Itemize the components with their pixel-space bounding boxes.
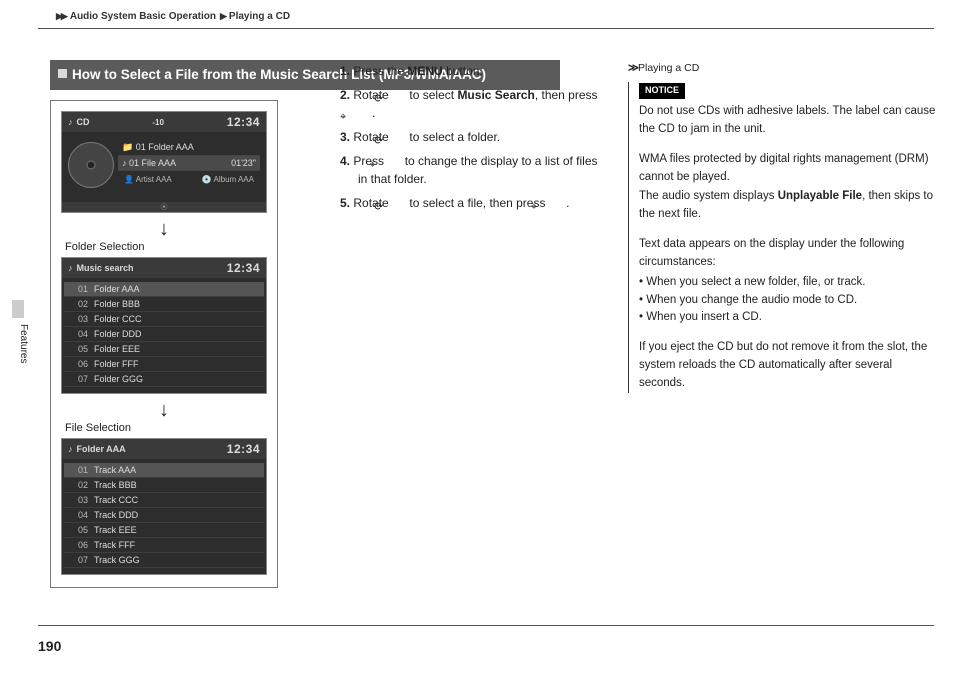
list-item: 07Track GGG xyxy=(64,553,264,568)
file-screen: ♪ Folder AAA 12:34 01Track AAA02Track BB… xyxy=(61,438,267,575)
rotate-icon xyxy=(392,133,406,143)
cd-screen: ♪ CD -10 12:34 📁 01 Folder AAA ♪ 01 File… xyxy=(61,111,267,213)
screens-panel: ♪ CD -10 12:34 📁 01 Folder AAA ♪ 01 File… xyxy=(50,100,278,588)
list-item: 06Folder FFF xyxy=(64,357,264,372)
list-item: When you insert a CD. xyxy=(639,309,938,327)
notice-tag: NOTICE xyxy=(639,83,685,99)
folder-selection-label: Folder Selection xyxy=(65,241,267,253)
cd-botbar: ⦿ xyxy=(62,202,266,212)
note-icon: ♪ xyxy=(68,444,73,454)
list-item: 04Track DDD xyxy=(64,508,264,523)
note-icon: ♪ xyxy=(68,263,73,273)
list-item: 05Folder EEE xyxy=(64,342,264,357)
chevron-icon: ▶▶ xyxy=(56,11,66,22)
cd-title: CD xyxy=(77,117,90,127)
drm-text-2: The audio system displays Unplayable Fil… xyxy=(639,188,938,224)
list-item: 01Folder AAA xyxy=(64,282,264,297)
arrow-down-icon: ↓ xyxy=(61,219,267,239)
list-item: 01Track AAA xyxy=(64,463,264,478)
file-screen-title: Folder AAA xyxy=(77,444,126,454)
eject-text: If you eject the CD but do not remove it… xyxy=(639,339,938,392)
circumstance-list: When you select a new folder, file, or t… xyxy=(639,274,938,327)
disc-icon xyxy=(68,142,114,188)
side-notes: ≫Playing a CD NOTICE Do not use CDs with… xyxy=(628,60,938,405)
step-1: 1. Press the MENU button. xyxy=(340,62,610,80)
cd-signal: -10 xyxy=(152,118,164,127)
rotate-icon xyxy=(392,199,406,209)
list-item: 03Folder CCC xyxy=(64,312,264,327)
breadcrumb-a: Audio System Basic Operation xyxy=(70,11,216,22)
breadcrumb-b: Playing a CD xyxy=(229,11,290,22)
list-item: When you select a new folder, file, or t… xyxy=(639,274,938,292)
drm-text-1: WMA files protected by digital rights ma… xyxy=(639,151,938,187)
rotate-icon xyxy=(392,91,406,101)
note-icon: ♪ xyxy=(68,117,73,127)
file-selection-label: File Selection xyxy=(65,422,267,434)
rule-bottom xyxy=(38,625,934,626)
press-icon xyxy=(358,109,372,119)
clock: 12:34 xyxy=(227,115,260,129)
step-2: 2. Rotate to select Music Search, then p… xyxy=(340,86,610,122)
press-icon xyxy=(549,199,563,209)
text-intro: Text data appears on the display under t… xyxy=(639,236,938,272)
list-item: When you change the audio mode to CD. xyxy=(639,292,938,310)
list-item: 04Folder DDD xyxy=(64,327,264,342)
list-item: 02Folder BBB xyxy=(64,297,264,312)
step-3: 3. Rotate to select a folder. xyxy=(340,128,610,146)
notice-text: Do not use CDs with adhesive labels. The… xyxy=(639,103,938,139)
folder-screen: ♪ Music search 12:34 01Folder AAA02Folde… xyxy=(61,257,267,394)
breadcrumb: ▶▶ Audio System Basic Operation ▶ Playin… xyxy=(56,11,290,22)
list-item: 07Folder GGG xyxy=(64,372,264,387)
list-item: 03Track CCC xyxy=(64,493,264,508)
page-number: 190 xyxy=(38,638,61,654)
step-5: 5. Rotate to select a file, then press . xyxy=(340,194,610,212)
clock: 12:34 xyxy=(227,261,260,275)
thumb-tab-block xyxy=(12,300,24,318)
press-icon xyxy=(387,157,401,167)
side-head: ≫Playing a CD xyxy=(628,60,938,76)
clock: 12:34 xyxy=(227,442,260,456)
chevron-icon: ▶ xyxy=(220,11,225,22)
list-item: 02Track BBB xyxy=(64,478,264,493)
step-4: 4. Press to change the display to a list… xyxy=(340,152,610,188)
rule-top xyxy=(38,28,934,29)
list-item: 06Track FFF xyxy=(64,538,264,553)
arrow-down-icon: ↓ xyxy=(61,400,267,420)
instruction-steps: 1. Press the MENU button. 2. Rotate to s… xyxy=(340,62,610,218)
side-tab-features: Features xyxy=(16,318,31,369)
folder-screen-title: Music search xyxy=(77,263,134,273)
list-item: 05Track EEE xyxy=(64,523,264,538)
